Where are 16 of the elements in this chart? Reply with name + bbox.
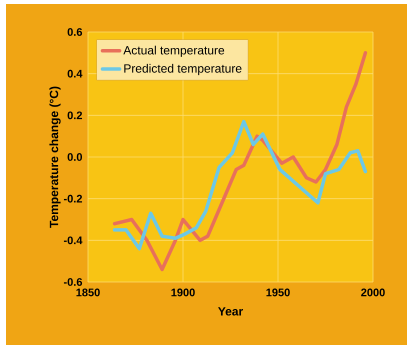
legend-label: Actual temperature (123, 46, 224, 57)
y-tick-label: -0.2 (64, 194, 82, 203)
y-tick-label: 0.4 (68, 70, 82, 78)
y-tick-label: 0.2 (68, 111, 82, 120)
x-tick-label: 1850 (76, 288, 100, 296)
legend-label: Predicted temperature (124, 64, 242, 76)
x-tick-label: 1950 (266, 288, 290, 296)
x-tick-label: 1900 (171, 288, 195, 296)
y-axis-title: Temperature change (°C) (49, 86, 61, 228)
y-tick-label: 0.0 (68, 153, 82, 161)
y-tick-label: -0.4 (64, 236, 82, 244)
x-axis-title: Year (218, 307, 243, 316)
y-tick-label: 0.6 (68, 28, 82, 36)
x-tick-label: 2000 (361, 288, 385, 296)
y-tick-label: -0.6 (64, 278, 82, 286)
line-series (112, 120, 368, 250)
